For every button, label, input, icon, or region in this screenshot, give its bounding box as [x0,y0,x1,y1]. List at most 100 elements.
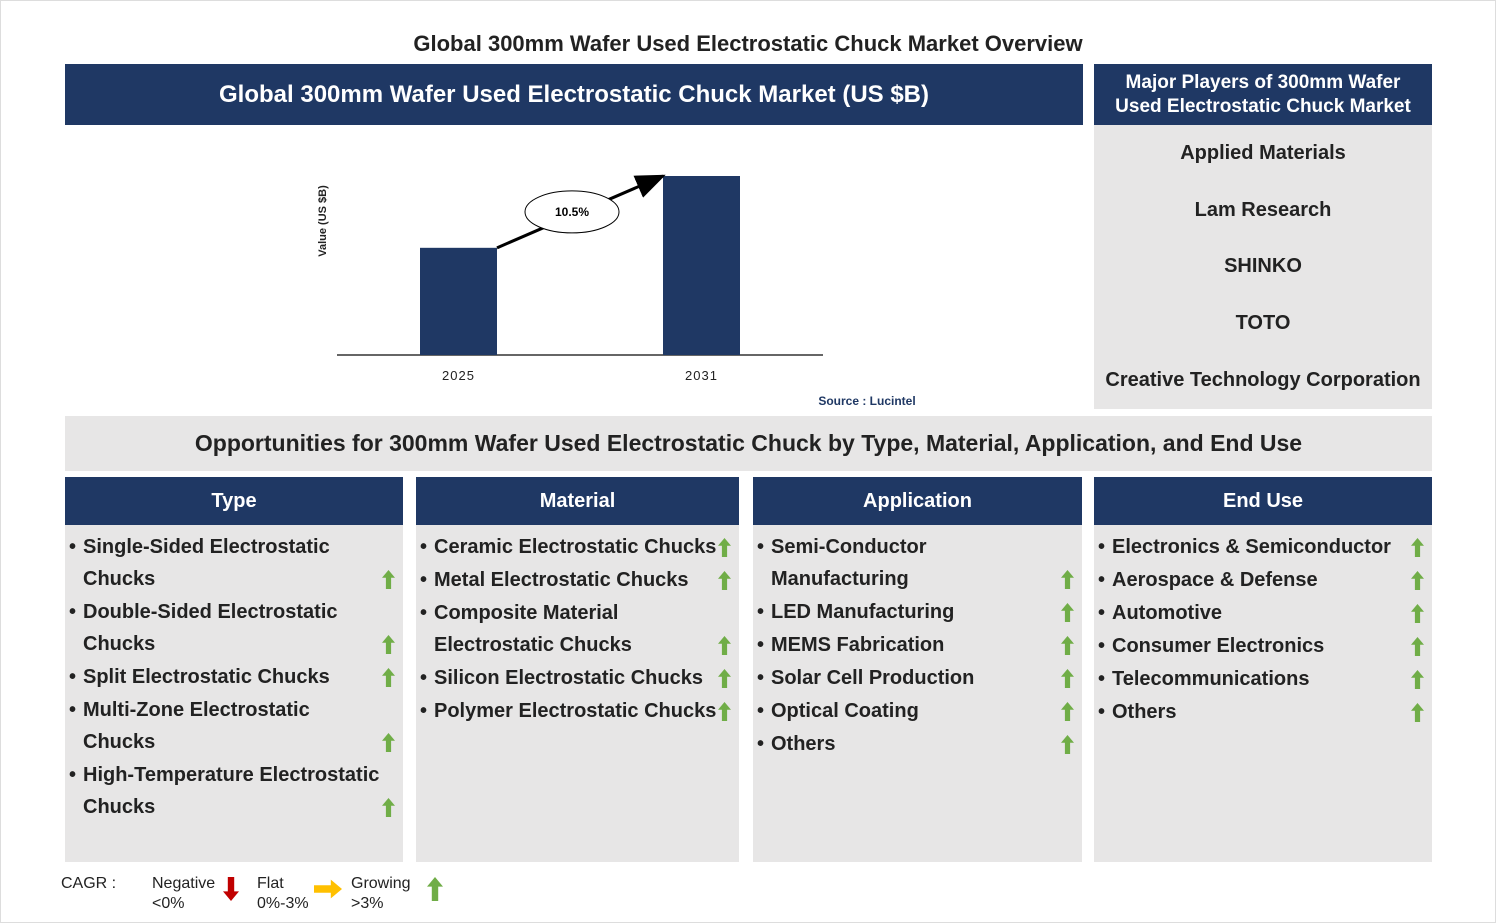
item-text: • Split Electrostatic Chucks [69,661,330,693]
item-label: Silicon Electrostatic Chucks [434,667,703,689]
opportunity-item: • Metal Electrostatic Chucks [420,564,731,596]
bullet: • [69,666,77,688]
bullet: • [757,700,765,722]
item-label: Automotive [1112,602,1222,624]
arrow-shape [1061,668,1074,688]
opportunity-item: • Silicon Electrostatic Chucks [420,662,731,694]
arrow-shape [382,667,395,687]
arrow-shape [382,732,395,752]
arrow-shape [718,701,731,721]
source: Source : Lucintel [818,394,915,408]
column-header: Type [65,477,403,525]
player: SHINKO [1224,255,1302,278]
bullet: • [69,536,77,558]
opportunity-item: • Split Electrostatic Chucks [69,661,395,693]
chart: Value (US $B) Source : Lucintel 2025 2031… [317,174,916,408]
trend-arrow [1061,635,1074,655]
opportunity-item: • Single-Sided Electrostatic Chucks [69,531,395,595]
bullet: • [69,764,77,786]
bullet: • [1098,569,1106,591]
bar [663,176,740,355]
opportunity-item: • Double-Sided Electrostatic Chucks [69,596,395,660]
item-text: • Multi-Zone Electrostatic Chucks [69,694,382,758]
item-label: High-Temperature Electrostatic Chucks [83,764,380,818]
item-text: • Optical Coating [757,695,919,727]
trend-arrow [314,879,342,899]
item-text: • Double-Sided Electrostatic Chucks [69,596,382,660]
opportunity-item: • Optical Coating [757,695,1074,727]
player: TOTO [1235,312,1291,335]
trend-arrow [1061,602,1074,622]
bullet: • [69,699,77,721]
item-label: Double-Sided Electrostatic Chucks [83,601,338,655]
opportunity-item: • Polymer Electrostatic Chucks [420,695,731,727]
arrow-shape [1061,734,1074,754]
player: Applied Materials [1180,141,1346,164]
trend-arrow [382,569,395,589]
trend-arrow [1411,702,1424,722]
item-text: • Metal Electrostatic Chucks [420,564,689,596]
item-text: • Others [757,728,835,760]
item-text: • Ceramic Electrostatic Chucks [420,531,716,563]
item-label: Others [1112,701,1177,723]
player: Lam Research [1194,198,1332,221]
legend-label: CAGR : [61,875,117,892]
item-label: Polymer Electrostatic Chucks [434,700,717,722]
trend-arrow [427,877,443,901]
bullet: • [1098,602,1106,624]
opportunity-item: • Others [1098,696,1424,728]
bullet: • [757,536,765,558]
arrow-shape [1411,570,1424,590]
bullet: • [420,569,428,591]
item-label: Telecommunications [1112,668,1310,690]
arrow-shape [1061,569,1074,589]
item-label: Split Electrostatic Chucks [83,666,330,688]
bullet: • [420,536,428,558]
page-title: Global 300mm Wafer Used Electrostatic Ch… [413,31,1083,56]
arrow-shape [382,634,395,654]
arrow-shape [1411,636,1424,656]
players-title: Major Players of 300mm Wafer Used Electr… [1094,64,1432,125]
opportunity-item: • Electronics & Semiconductor [1098,531,1424,563]
y-axis-label: Value (US $B) [317,185,329,257]
arrow-shape [1411,603,1424,623]
bullet: • [757,733,765,755]
legend-label: Growing [351,875,411,892]
item-text: • Automotive [1098,597,1222,629]
trend-arrow [1061,668,1074,688]
bullet: • [420,602,428,624]
trend-arrow [718,668,731,688]
legend-range: >3% [351,895,384,912]
opportunities-title: Opportunities for 300mm Wafer Used Elect… [65,416,1432,471]
x-tick-label: 2025 [442,368,475,383]
item-label: LED Manufacturing [771,601,955,623]
players-list: Applied Materials Lam Research SHINKO TOTO C… [1094,125,1432,409]
item-label: Optical Coating [771,700,919,722]
item-label: Multi-Zone Electrostatic Chucks [83,699,310,753]
column-body: • Single-Sided Electrostatic Chucks • Doubl… [65,525,403,862]
arrow-shape [1411,702,1424,722]
trend-arrow [1061,569,1074,589]
item-label: Solar Cell Production [771,667,975,689]
arrow-shape [718,570,731,590]
item-text: • LED Manufacturing [757,596,954,628]
arrow-shape [718,635,731,655]
item-text: • Telecommunications [1098,663,1309,695]
x-tick-label: 2031 [685,368,718,383]
item-label: Aerospace & Defense [1112,569,1318,591]
column-header: Material [416,477,739,525]
item-text: • Silicon Electrostatic Chucks [420,662,703,694]
legend-item: Flat 0%-3% [257,874,309,914]
opportunity-item: • Telecommunications [1098,663,1424,695]
trend-arrow [382,732,395,752]
arrow-shape [1411,669,1424,689]
trend-arrow [1411,570,1424,590]
column-body: • Ceramic Electrostatic Chucks • Metal Elec… [416,525,739,862]
chart-title: Global 300mm Wafer Used Electrostatic Ch… [65,64,1083,125]
column-header: Application [753,477,1082,525]
opportunity-item: • Aerospace & Defense [1098,564,1424,596]
legend-item: Negative <0% [152,874,215,914]
trend-arrow [382,667,395,687]
item-label: Composite Material Electrostatic Chucks [434,602,632,656]
